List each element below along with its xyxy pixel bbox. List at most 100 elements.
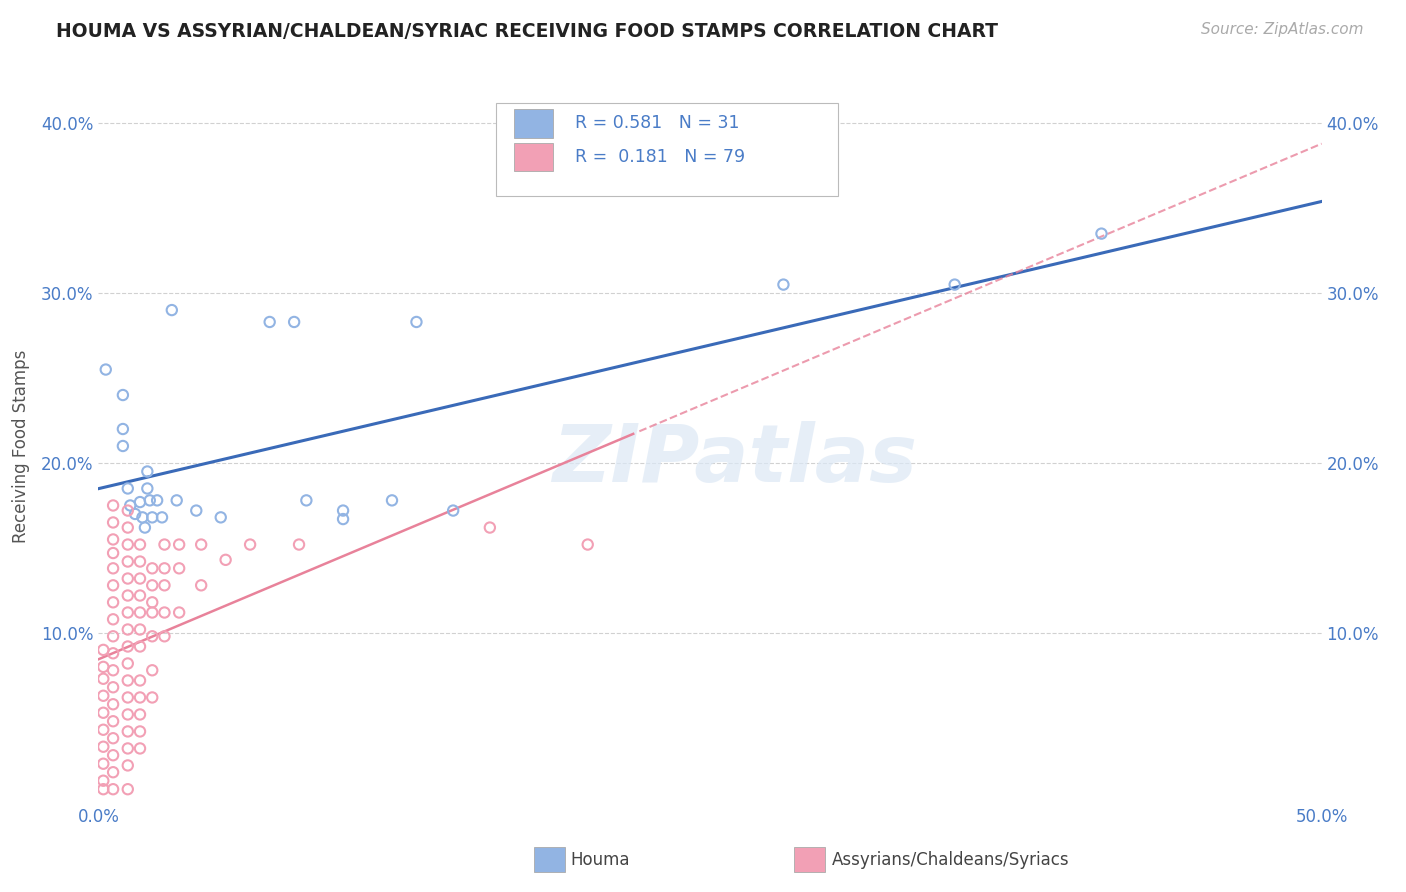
Point xyxy=(91,672,114,686)
Point xyxy=(214,553,236,567)
Point xyxy=(129,589,152,603)
Point xyxy=(101,663,124,677)
Text: Source: ZipAtlas.com: Source: ZipAtlas.com xyxy=(1201,22,1364,37)
Point xyxy=(91,756,114,771)
Point xyxy=(129,572,152,586)
Point xyxy=(136,482,159,496)
Point xyxy=(117,724,139,739)
Point xyxy=(101,748,124,763)
Point xyxy=(117,606,139,620)
Point xyxy=(117,623,139,637)
Point xyxy=(94,362,117,376)
Point xyxy=(111,422,134,436)
Point xyxy=(91,782,114,797)
Point xyxy=(166,493,188,508)
Point xyxy=(101,629,124,643)
Point xyxy=(141,663,163,677)
Point xyxy=(129,640,152,654)
Point xyxy=(117,673,139,688)
Point xyxy=(101,698,124,712)
Point xyxy=(943,277,966,292)
Point xyxy=(190,537,212,551)
Point xyxy=(136,465,159,479)
Point xyxy=(153,561,176,575)
Point xyxy=(129,495,152,509)
Bar xyxy=(515,143,554,171)
Point xyxy=(441,503,464,517)
Point xyxy=(1090,227,1112,241)
Point xyxy=(101,546,124,560)
Point xyxy=(129,724,152,739)
Point xyxy=(153,606,176,620)
Text: HOUMA VS ASSYRIAN/CHALDEAN/SYRIAC RECEIVING FOOD STAMPS CORRELATION CHART: HOUMA VS ASSYRIAN/CHALDEAN/SYRIAC RECEIV… xyxy=(56,22,998,41)
Point xyxy=(117,690,139,705)
Point xyxy=(381,493,404,508)
Point xyxy=(117,758,139,772)
Point xyxy=(167,606,190,620)
Point xyxy=(167,561,190,575)
Point xyxy=(101,516,124,530)
Point xyxy=(141,629,163,643)
Text: ZIPatlas: ZIPatlas xyxy=(553,421,917,500)
Point xyxy=(772,277,794,292)
Point xyxy=(101,646,124,660)
Point xyxy=(117,482,139,496)
Point xyxy=(141,510,163,524)
Point xyxy=(111,439,134,453)
Point xyxy=(129,623,152,637)
Point xyxy=(117,537,139,551)
Point xyxy=(134,520,156,534)
Point xyxy=(146,493,169,508)
Point xyxy=(295,493,318,508)
Point xyxy=(131,510,153,524)
Point xyxy=(101,595,124,609)
Point xyxy=(101,533,124,547)
Text: R =  0.181   N = 79: R = 0.181 N = 79 xyxy=(575,148,745,166)
Point xyxy=(239,537,262,551)
Point xyxy=(129,537,152,551)
Point xyxy=(209,510,232,524)
Point xyxy=(129,673,152,688)
Point xyxy=(332,503,354,517)
Point xyxy=(101,612,124,626)
Point xyxy=(117,555,139,569)
Text: Assyrians/Chaldeans/Syriacs: Assyrians/Chaldeans/Syriacs xyxy=(832,851,1070,869)
Point xyxy=(117,572,139,586)
Point xyxy=(150,510,173,524)
Point xyxy=(117,640,139,654)
Point xyxy=(91,739,114,754)
Point xyxy=(91,643,114,657)
Text: Houma: Houma xyxy=(571,851,630,869)
Point xyxy=(141,578,163,592)
Point xyxy=(153,629,176,643)
Point xyxy=(120,499,142,513)
Point xyxy=(101,499,124,513)
Text: R = 0.581   N = 31: R = 0.581 N = 31 xyxy=(575,114,740,132)
Point xyxy=(101,578,124,592)
Point xyxy=(101,714,124,729)
Point xyxy=(91,723,114,737)
Point xyxy=(111,388,134,402)
Point xyxy=(141,595,163,609)
Point xyxy=(117,782,139,797)
Point xyxy=(117,503,139,517)
Point xyxy=(186,503,208,517)
Point xyxy=(117,657,139,671)
Point xyxy=(259,315,281,329)
Point xyxy=(91,706,114,720)
Point xyxy=(129,741,152,756)
Point xyxy=(153,537,176,551)
Bar xyxy=(515,109,554,137)
Point xyxy=(101,561,124,575)
Bar xyxy=(496,103,838,196)
Point xyxy=(478,520,501,534)
Point xyxy=(129,555,152,569)
Point xyxy=(153,578,176,592)
Point xyxy=(101,731,124,746)
Point xyxy=(576,537,599,551)
Point xyxy=(117,589,139,603)
Point xyxy=(91,660,114,674)
Point xyxy=(129,690,152,705)
Point xyxy=(139,493,162,508)
Point xyxy=(91,689,114,703)
